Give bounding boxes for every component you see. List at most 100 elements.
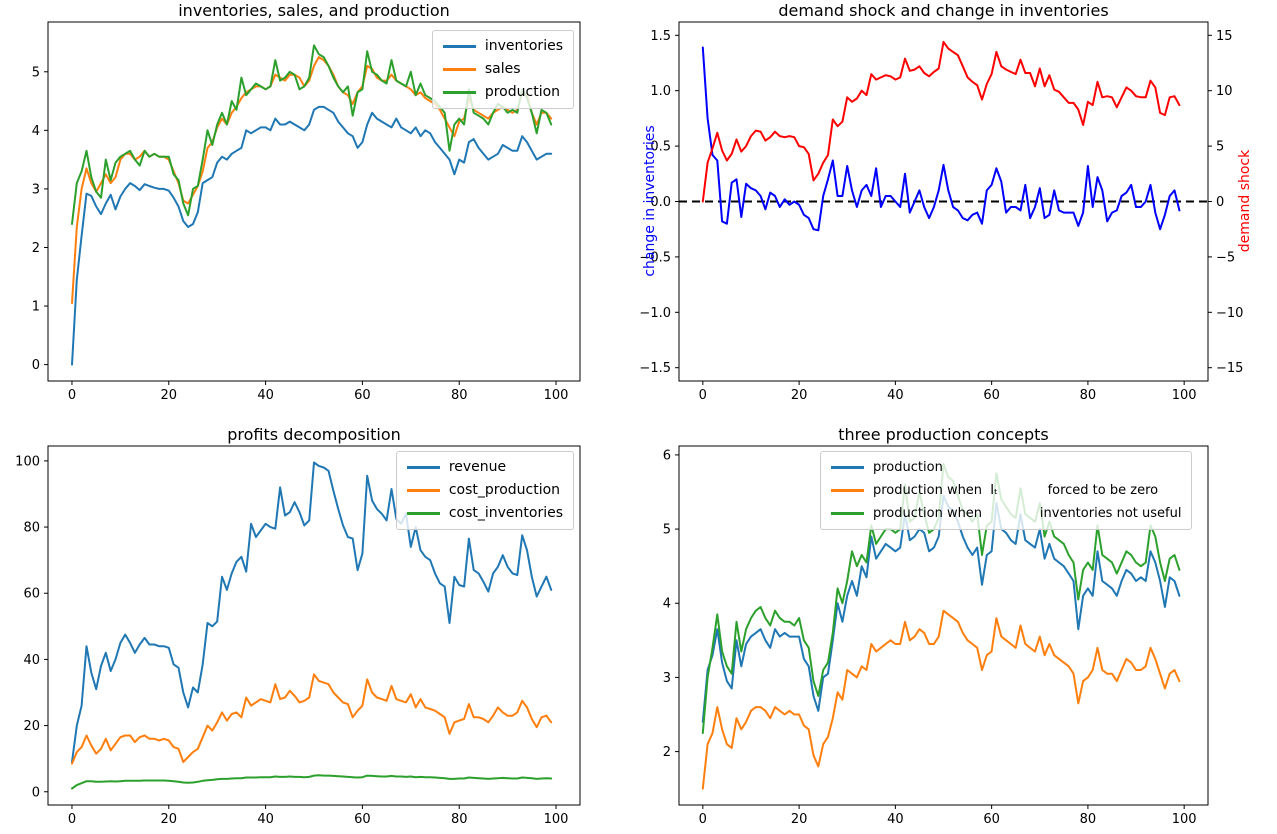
- legend-line-swatch: [442, 45, 476, 48]
- legend-item: inventories: [442, 38, 563, 55]
- tick-label: 80: [1080, 388, 1097, 403]
- tick-label: 0: [1216, 195, 1224, 210]
- legend-line-swatch: [831, 489, 864, 492]
- tick-label: 20: [161, 388, 178, 403]
- tick-label: 40: [23, 653, 40, 668]
- legend-profits-decomposition: revenue cost_production cost_inventories: [395, 451, 574, 530]
- legend-item-label: production: [484, 84, 561, 100]
- tick-label: 100: [15, 454, 40, 469]
- tick-label: 0: [699, 812, 707, 827]
- legend-item-label: cost_production: [448, 482, 561, 498]
- y-axis-label-change-in-inventories: change in inventories: [642, 125, 658, 277]
- legend-line-swatch: [406, 466, 440, 469]
- legend-line-swatch: [442, 68, 476, 71]
- tick-label: −1.0: [639, 306, 671, 321]
- y-axis-label-demand-shock: demand shock: [1237, 149, 1253, 253]
- legend-line-swatch: [406, 489, 440, 492]
- series-line-demand-shock: [701, 40, 1181, 203]
- legend-item: production: [831, 459, 1181, 476]
- tick-label: 20: [161, 812, 178, 827]
- tick-label: 3: [663, 671, 671, 686]
- tick-label: 2: [663, 745, 671, 760]
- tick-label: 0: [32, 785, 40, 800]
- legend-item: production when Iₜ forced to be zero: [831, 482, 1181, 499]
- tick-label: 1: [32, 300, 40, 315]
- series-line-production-when-Iₜ: [701, 609, 1181, 790]
- tick-label: 20: [791, 812, 808, 827]
- legend-item-label: production: [873, 460, 943, 475]
- tick-label: 1.0: [650, 84, 671, 99]
- tick-label: 2: [32, 241, 40, 256]
- series-line-cost_production: [71, 673, 553, 765]
- tick-label: −0.5: [639, 250, 671, 265]
- legend-line-swatch: [831, 466, 864, 469]
- chart-title-demand-shock: demand shock and change in inventories: [778, 1, 1109, 20]
- legend-three-production-concepts: production production when Iₜ forced to b…: [820, 451, 1193, 530]
- tick-label: 3: [32, 182, 40, 197]
- tick-label: 100: [1172, 388, 1197, 403]
- legend-line-swatch: [831, 512, 864, 515]
- tick-label: 0: [699, 388, 707, 403]
- chart-title-three-production-concepts: three production concepts: [838, 425, 1049, 444]
- tick-label: 100: [544, 388, 569, 403]
- tick-label: 40: [257, 388, 274, 403]
- tick-label: 80: [23, 521, 40, 536]
- tick-label: 10: [1216, 84, 1233, 99]
- tick-label: 60: [983, 812, 1000, 827]
- tick-label: 4: [32, 124, 40, 139]
- legend-item: cost_inventories: [406, 505, 563, 522]
- chart-title-profits-decomposition: profits decomposition: [227, 425, 401, 444]
- tick-label: 40: [887, 812, 904, 827]
- tick-label: 20: [23, 719, 40, 734]
- series-line-revenue: [71, 461, 553, 763]
- tick-label: 5: [663, 523, 671, 538]
- series-line-inventories: [71, 105, 553, 366]
- tick-label: 0: [68, 388, 76, 403]
- tick-label: 5: [32, 65, 40, 80]
- legend-item: production when inventories not useful: [831, 505, 1181, 522]
- tick-label: 80: [451, 388, 468, 403]
- series-line-change-in-inventories: [701, 46, 1181, 232]
- legend-item: production: [442, 84, 563, 101]
- tick-label: 15: [1216, 29, 1233, 44]
- tick-label: 20: [791, 388, 808, 403]
- tick-label: −15: [1216, 361, 1243, 376]
- tick-label: 0.5: [650, 140, 671, 155]
- legend-inventories-sales-production: inventories sales production: [431, 30, 574, 109]
- tick-label: 6: [663, 448, 671, 463]
- legend-item: revenue: [406, 459, 563, 476]
- tick-label: 80: [1080, 812, 1097, 827]
- tick-label: 4: [663, 597, 671, 612]
- tick-label: 100: [1172, 812, 1197, 827]
- tick-label: 80: [451, 812, 468, 827]
- tick-label: 100: [544, 812, 569, 827]
- tick-label: 60: [354, 388, 371, 403]
- tick-label: −5: [1216, 250, 1235, 265]
- legend-line-swatch: [406, 512, 440, 515]
- legend-item-label: cost_inventories: [448, 505, 563, 521]
- legend-item-label: production when Iₜ forced to be zero: [873, 483, 1159, 498]
- tick-label: 1.5: [650, 29, 671, 44]
- tick-label: 0: [68, 812, 76, 827]
- legend-line-swatch: [442, 91, 476, 94]
- legend-item: sales: [442, 61, 563, 78]
- tick-label: 0.0: [650, 195, 671, 210]
- tick-label: −1.5: [639, 361, 671, 376]
- series-line-cost_inventories: [71, 774, 553, 790]
- tick-label: 40: [257, 812, 274, 827]
- tick-label: 40: [887, 388, 904, 403]
- legend-item-label: revenue: [448, 459, 507, 475]
- chart-title-inventories-sales-production: inventories, sales, and production: [178, 1, 450, 20]
- tick-label: 0: [32, 358, 40, 373]
- legend-item-label: production when inventories not useful: [873, 506, 1182, 521]
- legend-item: cost_production: [406, 482, 563, 499]
- tick-label: 60: [983, 388, 1000, 403]
- legend-item-label: inventories: [484, 38, 563, 54]
- tick-label: 5: [1216, 140, 1224, 155]
- tick-label: 60: [354, 812, 371, 827]
- tick-label: 60: [23, 587, 40, 602]
- legend-item-label: sales: [484, 61, 521, 77]
- tick-label: −10: [1216, 306, 1243, 321]
